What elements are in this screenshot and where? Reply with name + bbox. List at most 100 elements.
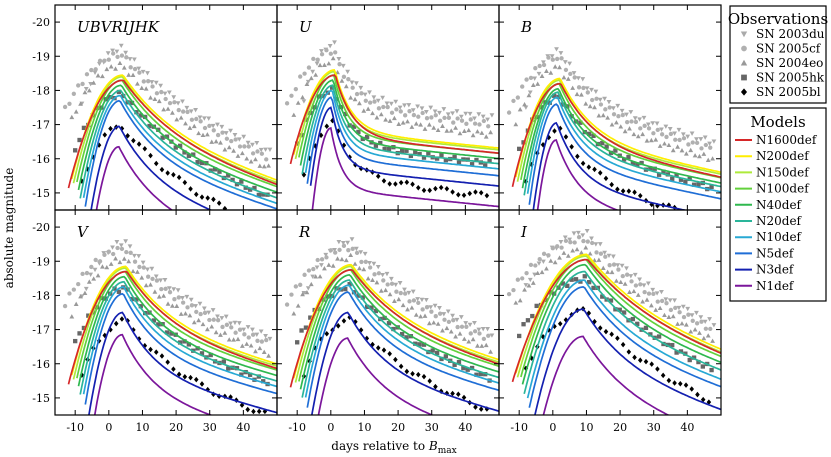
data-point xyxy=(643,325,649,331)
panel-4: -10 0 10 20 30 40 -20 -19 -18 -17 -16 -15 V xyxy=(32,209,278,434)
data-point xyxy=(188,186,193,192)
data-point xyxy=(666,142,672,148)
legend-label: N3def xyxy=(756,263,795,277)
data-point xyxy=(513,121,519,127)
legend-label: SN 2005hk xyxy=(756,71,825,85)
data-point xyxy=(627,126,632,131)
data-point xyxy=(291,311,297,316)
series-sn-2004eo xyxy=(69,60,271,169)
data-point xyxy=(576,85,582,90)
data-point xyxy=(583,245,589,250)
data-point xyxy=(293,86,298,92)
data-point xyxy=(690,318,695,323)
data-point xyxy=(201,306,207,311)
legend-observations-frame xyxy=(729,5,827,104)
data-point xyxy=(596,257,602,262)
data-point xyxy=(442,317,447,322)
data-point xyxy=(95,273,101,278)
data-point xyxy=(619,263,625,269)
data-point xyxy=(478,371,483,377)
data-point xyxy=(533,66,538,71)
data-point xyxy=(691,355,697,360)
data-point xyxy=(521,322,526,327)
data-point xyxy=(153,274,159,279)
data-point xyxy=(446,115,452,120)
x-tick-label: -10 xyxy=(66,421,84,434)
data-point xyxy=(709,184,714,189)
x-tick-label: 20 xyxy=(391,421,405,434)
data-point xyxy=(408,153,414,159)
data-point xyxy=(284,101,290,106)
data-point xyxy=(228,128,233,134)
data-point xyxy=(255,338,260,343)
data-point xyxy=(454,317,460,323)
data-point xyxy=(575,153,580,160)
data-point xyxy=(467,322,473,328)
data-point xyxy=(393,282,399,288)
data-point xyxy=(554,47,559,52)
data-point xyxy=(319,263,324,268)
data-point xyxy=(537,256,542,262)
data-point xyxy=(91,276,97,281)
data-point xyxy=(153,160,159,167)
data-point xyxy=(619,108,625,114)
data-point xyxy=(415,371,421,378)
data-point xyxy=(654,291,660,296)
data-point xyxy=(672,131,677,136)
data-point xyxy=(255,149,260,154)
data-point xyxy=(446,319,452,325)
data-point xyxy=(88,272,94,277)
data-point xyxy=(570,85,576,90)
data-point xyxy=(378,288,384,293)
data-point xyxy=(451,120,456,125)
data-point xyxy=(525,318,531,323)
legend-marker xyxy=(740,31,748,38)
data-point xyxy=(468,117,473,122)
data-point xyxy=(597,170,603,176)
data-point xyxy=(611,112,617,117)
data-point xyxy=(314,61,320,66)
data-point xyxy=(250,332,256,337)
data-point xyxy=(659,289,664,295)
data-point xyxy=(515,95,520,100)
data-point xyxy=(165,170,170,176)
data-point xyxy=(137,264,142,270)
legend-label: N20def xyxy=(756,214,803,228)
data-point xyxy=(609,181,614,188)
data-point xyxy=(228,211,233,217)
series-sn-2005cf xyxy=(284,48,491,129)
data-point xyxy=(254,332,260,337)
data-point xyxy=(129,100,135,106)
data-point xyxy=(708,145,713,150)
data-point xyxy=(631,288,637,294)
model-curve-n1600def xyxy=(511,82,721,187)
data-point xyxy=(631,131,637,137)
data-point xyxy=(211,196,216,203)
model-curve-n1600def xyxy=(67,79,277,189)
data-point xyxy=(705,157,711,162)
x-axis-label-main: B xyxy=(428,439,438,453)
data-point xyxy=(456,391,461,398)
data-point xyxy=(362,251,368,257)
data-point xyxy=(695,391,700,398)
data-point xyxy=(396,296,402,302)
data-point xyxy=(211,317,216,322)
data-point xyxy=(485,117,490,122)
data-point xyxy=(188,109,194,114)
data-point xyxy=(154,91,160,96)
legend-entry-n100def: N100def xyxy=(735,182,810,196)
series-sn-2005cf xyxy=(506,55,713,151)
data-point xyxy=(258,329,264,334)
data-point xyxy=(224,322,230,327)
data-point xyxy=(335,256,340,261)
data-point xyxy=(488,129,493,135)
data-point xyxy=(637,193,643,199)
data-point xyxy=(375,173,381,179)
model-curve-n200def xyxy=(70,265,277,376)
data-point xyxy=(167,290,173,295)
data-point xyxy=(116,289,122,294)
data-point xyxy=(169,331,174,336)
data-point xyxy=(587,103,593,109)
data-point xyxy=(353,81,359,86)
data-point xyxy=(430,348,435,353)
